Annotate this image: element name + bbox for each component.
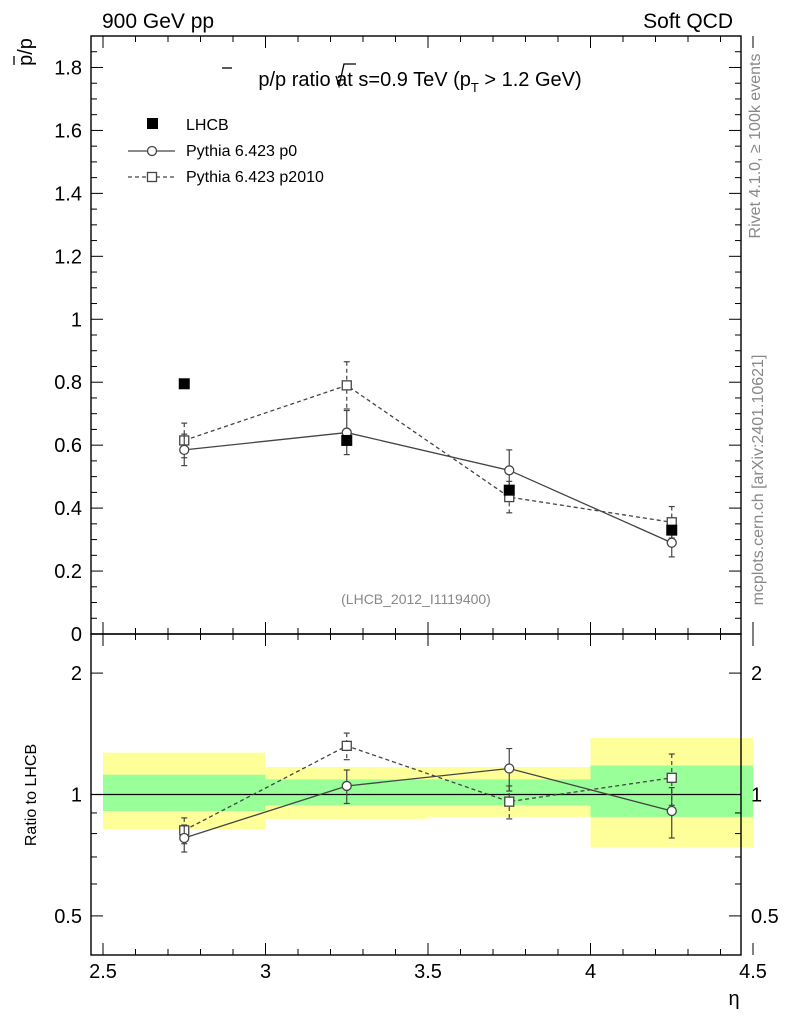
p0-line xyxy=(184,431,673,544)
ratio-p2010-point xyxy=(504,796,515,807)
header-left: 900 GeV pp xyxy=(102,10,214,33)
ratio-y-tick-label: 2 xyxy=(71,663,82,685)
y-tick-label: 0 xyxy=(71,624,82,646)
legend: LHCB Pythia 6.423 p0 Pythia 6.423 p2010 xyxy=(128,117,324,186)
x-axis-label: η xyxy=(728,988,739,1010)
lhcb-point xyxy=(341,434,353,446)
mcplots-label: mcplots.cern.ch [arXiv:2401.10621] xyxy=(750,355,767,606)
ratio-p0-point xyxy=(504,763,515,774)
main-plot-area: 0 0.2 0.4 0.6 0.8 1 1.2 1.4 1.6 1.8 xyxy=(54,35,754,646)
x-tick-label: 3 xyxy=(260,961,271,983)
y-tick-label: 1 xyxy=(71,309,82,331)
ratio-p0-point xyxy=(666,805,677,817)
title-subscript: T xyxy=(471,80,479,95)
legend-p2010-label: Pythia 6.423 p2010 xyxy=(186,169,324,186)
p0-point xyxy=(179,444,190,456)
p2010-point xyxy=(341,380,352,391)
ratio-p0-point xyxy=(341,780,352,792)
main-title: p/p ratio at s=0.9 TeV (pT > 1.2 GeV) xyxy=(258,69,581,95)
lhcb-point xyxy=(666,524,678,536)
main-ylabel: p/p xyxy=(15,38,37,66)
title-sqrt-s: s xyxy=(358,69,368,91)
y-tick-label: 1.6 xyxy=(54,120,82,142)
header-right: Soft QCD xyxy=(643,10,733,33)
ratio-p0-line xyxy=(184,767,672,839)
legend-p0-marker xyxy=(146,145,158,157)
y-tick-label: 0.2 xyxy=(54,561,82,583)
lhcb-point xyxy=(178,378,190,390)
title-cut: > 1.2 GeV) xyxy=(479,69,582,91)
title-energy: =0.9 TeV (p xyxy=(368,69,470,91)
ratio-y-tick-label: 0.5 xyxy=(54,906,82,928)
y-tick-label: 1.4 xyxy=(54,183,82,205)
ratio-y-tick-label-right: 1 xyxy=(751,785,762,807)
ratio-p0-point xyxy=(179,832,190,844)
y-tick-label: 0.8 xyxy=(54,372,82,394)
legend-p0-label: Pythia 6.423 p0 xyxy=(186,143,297,160)
legend-lhcb-label: LHCB xyxy=(186,117,229,134)
legend-lhcb-marker xyxy=(147,118,158,129)
x-tick-label: 4 xyxy=(585,961,596,983)
analysis-watermark: (LHCB_2012_I1119400) xyxy=(341,591,491,607)
ratio-y-tick-label-right: 0.5 xyxy=(751,906,779,928)
sqrt-sign xyxy=(335,63,356,89)
p0-point xyxy=(666,537,677,548)
lhcb-point xyxy=(503,484,515,496)
p2010-line xyxy=(184,384,672,523)
rivet-label: Rivet 4.1.0, ≥ 100k events xyxy=(747,54,764,239)
x-tick-label: 2.5 xyxy=(89,961,117,983)
ratio-y-tick-label-right: 2 xyxy=(751,663,762,685)
x-tick-label: 4.5 xyxy=(739,961,767,983)
ratio-ylabel: Ratio to LHCB xyxy=(23,744,40,846)
band-inner-0 xyxy=(103,774,266,812)
y-tick-label: 0.4 xyxy=(54,498,82,520)
y-tick-label: 1.8 xyxy=(54,57,82,79)
x-tick-label: 3.5 xyxy=(414,961,442,983)
y-tick-label: 0.6 xyxy=(54,435,82,457)
ratio-y-tick-label: 1 xyxy=(71,785,82,807)
y-tick-label: 1.2 xyxy=(54,246,82,268)
ratio-p2010-point xyxy=(341,740,352,752)
legend-p2010-marker xyxy=(146,171,158,183)
p0-point xyxy=(504,465,515,476)
title-pbar: p/p ratio at xyxy=(258,69,358,91)
ratio-plot-area: 2.5 3 3.5 4 4.5 0.5 0.5 1 1 2 2 xyxy=(54,633,779,983)
ratio-p2010-point xyxy=(666,772,677,783)
